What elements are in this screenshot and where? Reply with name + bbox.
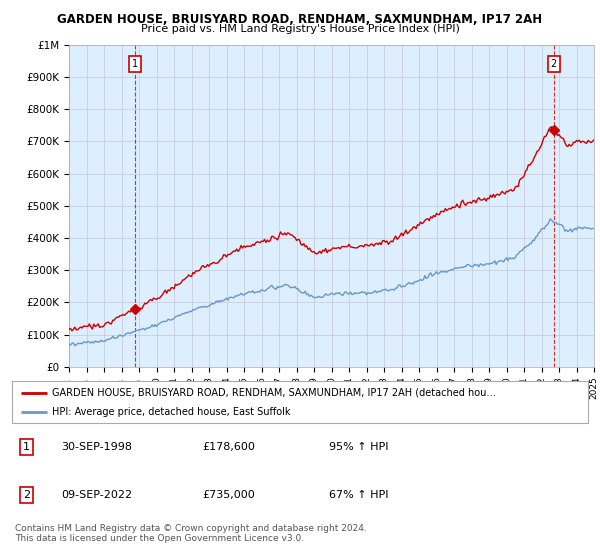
Text: GARDEN HOUSE, BRUISYARD ROAD, RENDHAM, SAXMUNDHAM, IP17 2AH (detached hou…: GARDEN HOUSE, BRUISYARD ROAD, RENDHAM, S… [52,388,496,398]
Text: 30-SEP-1998: 30-SEP-1998 [61,442,132,452]
Text: £178,600: £178,600 [202,442,255,452]
Text: 2: 2 [23,490,30,500]
Text: GARDEN HOUSE, BRUISYARD ROAD, RENDHAM, SAXMUNDHAM, IP17 2AH: GARDEN HOUSE, BRUISYARD ROAD, RENDHAM, S… [58,13,542,26]
Text: Price paid vs. HM Land Registry's House Price Index (HPI): Price paid vs. HM Land Registry's House … [140,24,460,34]
Text: HPI: Average price, detached house, East Suffolk: HPI: Average price, detached house, East… [52,407,291,417]
Text: £735,000: £735,000 [202,490,255,500]
Text: 09-SEP-2022: 09-SEP-2022 [61,490,132,500]
Text: 67% ↑ HPI: 67% ↑ HPI [329,490,388,500]
Text: 1: 1 [131,59,137,69]
Text: Contains HM Land Registry data © Crown copyright and database right 2024.
This d: Contains HM Land Registry data © Crown c… [15,524,367,543]
Text: 2: 2 [550,59,557,69]
Text: 95% ↑ HPI: 95% ↑ HPI [329,442,388,452]
Text: 1: 1 [23,442,30,452]
